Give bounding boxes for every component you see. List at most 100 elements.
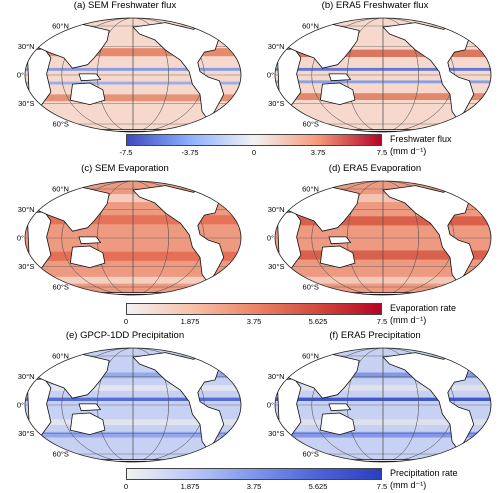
colorbar-tick: 0	[123, 482, 129, 491]
lat-label-s60: 60°S	[303, 450, 319, 459]
field-band	[25, 94, 241, 102]
map-outline	[274, 17, 492, 133]
colorbar-tick: -7.5	[119, 148, 133, 157]
colorbar-tick: 3.75	[310, 148, 326, 157]
lat-label-s30: 30°S	[18, 99, 34, 108]
field-band	[25, 215, 241, 225]
lat-label-n60: 60°N	[52, 185, 69, 194]
field-band	[25, 385, 241, 391]
land-australia	[70, 412, 106, 435]
graticule-meridian	[382, 348, 384, 462]
lat-label-n30: 30°N	[268, 42, 285, 51]
field-band	[275, 194, 491, 203]
land-australia	[320, 82, 356, 105]
lat-label-eq: 0°	[17, 234, 24, 243]
map-era5-evaporation: 60°N 30°N 0° 30°S 60°S	[267, 180, 492, 296]
field-band	[25, 67, 241, 71]
lat-label-s60: 60°S	[53, 450, 69, 459]
land-maritime	[78, 73, 101, 82]
colorbar-tick: -3.75	[181, 148, 199, 157]
land-greenland	[449, 185, 468, 193]
lat-label-n30: 30°N	[18, 372, 35, 381]
land-australia	[320, 412, 356, 435]
field-band	[25, 397, 241, 401]
land-greenland	[199, 185, 218, 193]
lat-label-s60: 60°S	[53, 120, 69, 129]
field-band	[25, 276, 241, 284]
field-band	[275, 80, 491, 84]
lat-label-n30: 30°N	[18, 205, 35, 214]
land-australia	[320, 245, 356, 268]
field-band	[25, 251, 241, 261]
lat-label-eq: 0°	[267, 401, 274, 410]
field-band	[275, 216, 491, 226]
land-greenland	[449, 22, 468, 30]
field-band	[25, 419, 241, 425]
field-band	[275, 67, 491, 71]
map-outline	[274, 347, 492, 463]
lat-label-s30: 30°S	[18, 429, 34, 438]
land-australia	[70, 245, 106, 268]
land-greenland	[449, 352, 468, 360]
map-era5-precipitation: 60°N 30°N 0° 30°S 60°S	[267, 347, 492, 463]
colorbar-tick: 5.625	[308, 317, 328, 326]
lat-label-eq: 0°	[17, 71, 24, 80]
panel-title: (a) SEM Freshwater flux	[73, 0, 177, 11]
panel-sem-evaporation: (c) SEM Evaporation 60°N 30°N 0° 30°S 60°S	[0, 163, 250, 303]
panel-title: (b) ERA5 Freshwater flux	[321, 0, 429, 11]
land-maritime	[78, 403, 101, 412]
field-band	[275, 385, 491, 391]
lat-label-n60: 60°N	[302, 352, 319, 361]
lat-label-n60: 60°N	[302, 185, 319, 194]
map-outline	[24, 347, 242, 463]
field-band	[275, 93, 491, 100]
panel-title: (c) SEM Evaporation	[81, 163, 169, 174]
map-sem-freshwater: 60°N 30°N 0° 30°S 60°S	[17, 17, 242, 133]
map-outline	[24, 17, 242, 133]
lat-label-eq: 0°	[267, 71, 274, 80]
field-band	[275, 397, 491, 401]
colorbar-tick: 7.5	[376, 148, 388, 157]
lat-label-eq: 0°	[267, 234, 274, 243]
land-maritime	[328, 73, 351, 82]
colorbar-title: Evaporation rate	[390, 303, 457, 313]
panel-title: (e) GPCP-1DD Precipitation	[65, 330, 185, 341]
lat-label-s30: 30°S	[268, 262, 284, 271]
lat-label-n60: 60°N	[52, 352, 69, 361]
land-greenland	[199, 22, 218, 30]
lat-label-s60: 60°S	[53, 283, 69, 292]
lat-label-s30: 30°S	[268, 429, 284, 438]
lat-label-s30: 30°S	[268, 99, 284, 108]
lat-label-eq: 0°	[17, 401, 24, 410]
colorbar-gradient	[126, 468, 382, 480]
colorbar-gradient	[126, 303, 382, 315]
map-gpcp-precipitation: 60°N 30°N 0° 30°S 60°S	[17, 347, 242, 463]
panel-sem-freshwater: (a) SEM Freshwater flux 60°N 30°N 0° 30°S 60…	[0, 0, 250, 140]
field-band	[25, 81, 241, 85]
graticule-meridian	[382, 181, 384, 295]
colorbar-units: (mm d⁻¹)	[390, 146, 427, 156]
panel-era5-precipitation: (f) ERA5 Precipitation 60°N 30°N 0° 30°S 60°…	[250, 330, 500, 470]
lat-label-s30: 30°S	[18, 262, 34, 271]
panel-era5-freshwater: (b) ERA5 Freshwater flux 60°N 30°N 0° 30°S 6…	[250, 0, 500, 140]
lat-label-n60: 60°N	[302, 22, 319, 31]
graticule-meridian	[132, 18, 134, 132]
graticule-meridian	[382, 18, 384, 132]
land-maritime	[328, 236, 351, 245]
colorbar-title: Precipitation rate	[390, 468, 458, 478]
lat-label-s60: 60°S	[303, 120, 319, 129]
colorbar-gradient	[126, 134, 382, 146]
field-band	[25, 372, 241, 379]
colorbar-tick: 7.5	[376, 482, 388, 491]
lat-label-n60: 60°N	[52, 22, 69, 31]
lat-label-n30: 30°N	[268, 372, 285, 381]
panel-gpcp-precipitation: (e) GPCP-1DD Precipitation 60°N 30°N 0° 30°…	[0, 330, 250, 470]
land-maritime	[78, 236, 101, 245]
field-band	[25, 48, 241, 57]
field-band	[275, 431, 491, 438]
colorbar-tick: 0	[123, 317, 129, 326]
lat-label-n30: 30°N	[18, 42, 35, 51]
land-australia	[70, 82, 106, 105]
panel-title: (f) ERA5 Precipitation	[329, 330, 421, 341]
colorbar-tick: 1.875	[180, 317, 200, 326]
